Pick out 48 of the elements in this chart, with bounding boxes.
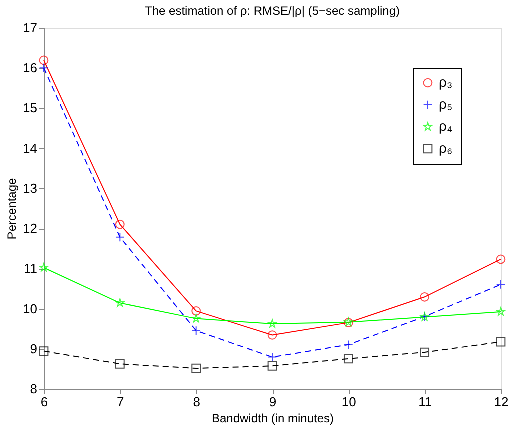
point bbox=[115, 232, 125, 242]
point bbox=[192, 314, 201, 323]
x-tick-label: 10 bbox=[342, 394, 356, 410]
point bbox=[115, 220, 125, 230]
point bbox=[116, 298, 125, 308]
x-tick-label: 8 bbox=[193, 394, 200, 410]
point bbox=[420, 292, 430, 302]
point bbox=[268, 352, 278, 362]
point bbox=[268, 330, 278, 340]
point bbox=[39, 346, 49, 356]
y-tick-label: 12 bbox=[23, 221, 38, 236]
y-tick-label: 11 bbox=[24, 261, 38, 276]
point bbox=[192, 306, 202, 316]
y-tick-label: 17 bbox=[23, 20, 38, 36]
y-tick-label: 15 bbox=[23, 100, 38, 116]
point bbox=[496, 280, 506, 290]
point bbox=[344, 340, 354, 350]
point bbox=[496, 337, 506, 347]
y-axis-title: Percentage bbox=[5, 178, 20, 240]
y-tick-label: 14 bbox=[23, 140, 38, 156]
y-tick-label: 16 bbox=[23, 60, 38, 76]
point bbox=[39, 56, 49, 66]
x-tick-label: 7 bbox=[117, 394, 124, 410]
point bbox=[115, 359, 125, 369]
point bbox=[496, 307, 506, 316]
legend-label: ρ₅ bbox=[439, 96, 453, 112]
point bbox=[496, 254, 506, 264]
x-tick-label: 11 bbox=[418, 394, 432, 410]
x-axis-title: Bandwidth (in minutes) bbox=[212, 412, 334, 426]
point bbox=[420, 348, 430, 358]
y-tick-label: 8 bbox=[30, 382, 38, 396]
y-tick-label: 9 bbox=[30, 341, 38, 356]
x-tick-label: 6 bbox=[40, 394, 48, 410]
point bbox=[40, 263, 48, 272]
legend-label: ρ₃ bbox=[439, 74, 453, 90]
point bbox=[268, 361, 278, 371]
legend-label: ρ₄ bbox=[439, 118, 453, 134]
chart-title: The estimation of ρ: RMSE/|ρ| (5−sec sampling) bbox=[145, 4, 400, 18]
point bbox=[344, 354, 354, 364]
legend-label: ρ₆ bbox=[439, 140, 453, 156]
point bbox=[192, 326, 202, 336]
x-tick-label: 9 bbox=[269, 394, 277, 410]
y-tick-label: 10 bbox=[23, 301, 38, 316]
point bbox=[268, 319, 277, 328]
y-tick-label: 13 bbox=[23, 180, 38, 196]
point bbox=[39, 63, 49, 73]
point bbox=[192, 364, 202, 374]
x-tick-label: 12 bbox=[494, 394, 509, 410]
